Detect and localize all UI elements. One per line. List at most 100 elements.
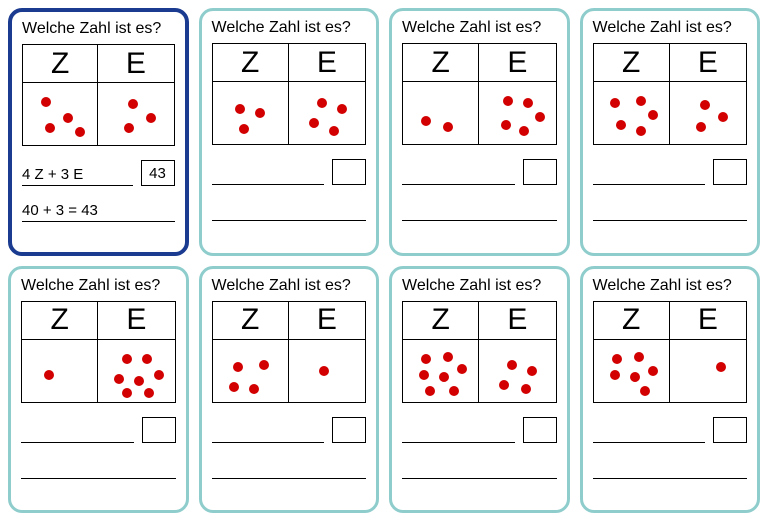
cell-ones xyxy=(479,340,555,402)
cell-tens xyxy=(23,83,98,145)
dot xyxy=(114,374,124,384)
card-title: Welche Zahl ist es? xyxy=(593,277,748,295)
equation-line[interactable] xyxy=(212,199,367,221)
cell-ones xyxy=(289,82,365,144)
equation-line[interactable]: 40 + 3 = 43 xyxy=(22,200,175,222)
ze-table: ZE xyxy=(402,301,557,403)
header-ones: E xyxy=(479,44,555,82)
dot xyxy=(122,388,132,398)
header-ones: E xyxy=(289,302,365,340)
card-title: Welche Zahl ist es? xyxy=(21,277,176,295)
answer-box[interactable] xyxy=(713,159,747,185)
dot xyxy=(648,366,658,376)
answer-box[interactable] xyxy=(142,417,176,443)
cell-tens xyxy=(213,82,289,144)
dot xyxy=(648,110,658,120)
header-tens: Z xyxy=(213,302,289,340)
answer-line[interactable] xyxy=(402,421,515,443)
dot xyxy=(634,352,644,362)
dot xyxy=(239,124,249,134)
card-4: Welche Zahl ist es?ZE xyxy=(8,266,189,514)
dot xyxy=(636,96,646,106)
dot xyxy=(696,122,706,132)
cell-tens xyxy=(594,82,670,144)
card-6: Welche Zahl ist es?ZE xyxy=(389,266,570,514)
card-title: Welche Zahl ist es? xyxy=(212,277,367,295)
dot xyxy=(449,386,459,396)
answer-line[interactable] xyxy=(593,421,706,443)
header-tens: Z xyxy=(594,302,670,340)
ze-table: ZE xyxy=(212,43,367,145)
dot xyxy=(521,384,531,394)
dot xyxy=(716,362,726,372)
answer-box[interactable]: 43 xyxy=(141,160,175,186)
dot xyxy=(718,112,728,122)
equation-line[interactable] xyxy=(593,199,748,221)
dot xyxy=(309,118,319,128)
answer-row xyxy=(21,417,176,443)
header-ones: E xyxy=(670,44,746,82)
answer-line[interactable] xyxy=(212,163,325,185)
header-tens: Z xyxy=(594,44,670,82)
dot xyxy=(337,104,347,114)
header-tens: Z xyxy=(403,302,479,340)
answer-line[interactable] xyxy=(212,421,325,443)
cell-ones xyxy=(479,82,555,144)
equation-line[interactable] xyxy=(402,199,557,221)
equation-line[interactable] xyxy=(21,457,176,479)
answer-box[interactable] xyxy=(523,417,557,443)
cell-tens xyxy=(22,340,98,402)
dot xyxy=(421,354,431,364)
answer-row: 4 Z + 3 E 43 xyxy=(22,160,175,186)
dot xyxy=(503,96,513,106)
answer-box[interactable] xyxy=(523,159,557,185)
answer-row xyxy=(402,159,557,185)
answer-line[interactable]: 4 Z + 3 E xyxy=(22,164,133,186)
header-tens: Z xyxy=(23,45,98,83)
answer-box[interactable] xyxy=(332,417,366,443)
answer-row xyxy=(402,417,557,443)
answer-line[interactable] xyxy=(21,421,134,443)
equation-line[interactable] xyxy=(402,457,557,479)
dot xyxy=(439,372,449,382)
dot xyxy=(154,370,164,380)
card-2: Welche Zahl ist es? ZE xyxy=(389,8,570,256)
cell-tens xyxy=(594,340,670,402)
card-title: Welche Zahl ist es? xyxy=(402,19,557,37)
dot xyxy=(255,108,265,118)
dot xyxy=(128,99,138,109)
answer-line[interactable] xyxy=(593,163,706,185)
header-tens: Z xyxy=(22,302,98,340)
card-3: Welche Zahl ist es?ZE xyxy=(580,8,761,256)
ze-table: ZE xyxy=(593,43,748,145)
header-ones: E xyxy=(98,45,173,83)
dot xyxy=(134,376,144,386)
dot xyxy=(419,370,429,380)
dot xyxy=(421,116,431,126)
answer-box[interactable] xyxy=(332,159,366,185)
dot xyxy=(44,370,54,380)
dot xyxy=(610,370,620,380)
dot xyxy=(700,100,710,110)
cell-ones xyxy=(289,340,365,402)
answer-line[interactable] xyxy=(402,163,515,185)
dot xyxy=(229,382,239,392)
dot xyxy=(75,127,85,137)
equation-line[interactable] xyxy=(593,457,748,479)
dot xyxy=(612,354,622,364)
dot xyxy=(630,372,640,382)
ze-table: ZE xyxy=(212,301,367,403)
card-0: Welche Zahl ist es?ZE4 Z + 3 E4340 + 3 =… xyxy=(8,8,189,256)
cell-ones xyxy=(98,83,173,145)
dot xyxy=(233,362,243,372)
answer-box[interactable] xyxy=(713,417,747,443)
ze-table: ZE xyxy=(402,43,557,145)
equation-line[interactable] xyxy=(212,457,367,479)
dot xyxy=(63,113,73,123)
dot xyxy=(259,360,269,370)
answer-row xyxy=(593,159,748,185)
dot xyxy=(527,366,537,376)
dot xyxy=(146,113,156,123)
dot xyxy=(142,354,152,364)
header-tens: Z xyxy=(403,44,479,82)
